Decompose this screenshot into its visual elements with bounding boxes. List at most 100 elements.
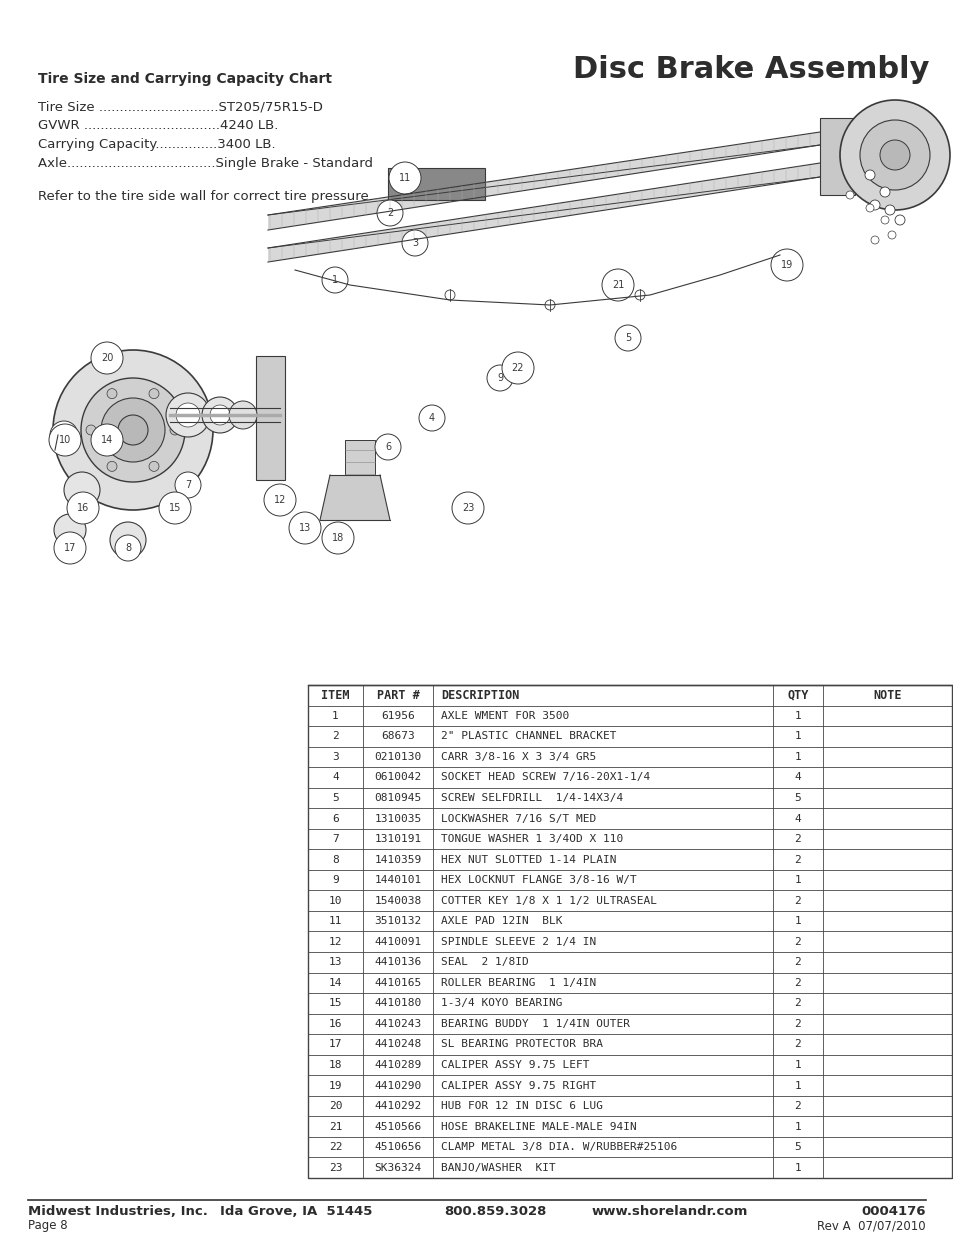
Circle shape [615,325,640,351]
Text: 1: 1 [794,752,801,762]
Text: 13: 13 [298,522,311,534]
Circle shape [91,342,123,374]
Text: HEX NUT SLOTTED 1-14 PLAIN: HEX NUT SLOTTED 1-14 PLAIN [440,855,616,864]
Circle shape [879,140,909,170]
Text: NOTE: NOTE [872,689,901,701]
Circle shape [50,421,78,450]
Text: Rev A  07/07/2010: Rev A 07/07/2010 [817,1219,925,1233]
Circle shape [149,462,159,472]
Text: AXLE PAD 12IN  BLK: AXLE PAD 12IN BLK [440,916,562,926]
Circle shape [884,205,894,215]
Text: 2: 2 [794,1019,801,1029]
Text: Midwest Industries, Inc.: Midwest Industries, Inc. [28,1205,208,1219]
Text: 5: 5 [624,333,631,343]
Polygon shape [255,356,285,480]
Circle shape [110,522,146,558]
Text: DESCRIPTION: DESCRIPTION [440,689,518,701]
Polygon shape [345,440,375,475]
Text: 3: 3 [412,238,417,248]
Text: SOCKET HEAD SCREW 7/16-20X1-1/4: SOCKET HEAD SCREW 7/16-20X1-1/4 [440,772,650,783]
Text: Page 8: Page 8 [28,1219,68,1233]
Circle shape [840,100,949,210]
Circle shape [53,350,213,510]
Text: 18: 18 [329,1060,342,1070]
Circle shape [264,484,295,516]
Text: 12: 12 [329,937,342,947]
Text: 4410243: 4410243 [374,1019,421,1029]
Text: Tire Size and Carrying Capacity Chart: Tire Size and Carrying Capacity Chart [38,72,332,86]
Text: 11: 11 [329,916,342,926]
Text: 1: 1 [794,731,801,741]
Text: 17: 17 [64,543,76,553]
Text: 4: 4 [794,814,801,824]
Text: BANJO/WASHER  KIT: BANJO/WASHER KIT [440,1162,556,1173]
Text: 15: 15 [169,503,181,513]
Circle shape [880,216,888,224]
Text: TONGUE WASHER 1 3/4OD X 110: TONGUE WASHER 1 3/4OD X 110 [440,834,622,844]
Text: 9: 9 [332,876,338,885]
Text: AXLE WMENT FOR 3500: AXLE WMENT FOR 3500 [440,711,569,721]
Text: 800.859.3028: 800.859.3028 [443,1205,546,1219]
Text: 2: 2 [794,834,801,844]
Circle shape [401,230,428,256]
Text: PART #: PART # [376,689,419,701]
Text: SCREW SELFDRILL  1/4-14X3/4: SCREW SELFDRILL 1/4-14X3/4 [440,793,622,803]
Text: 5: 5 [794,1142,801,1152]
Circle shape [879,186,889,198]
Text: SK36324: SK36324 [374,1162,421,1173]
Text: 4410091: 4410091 [374,937,421,947]
Text: 4410248: 4410248 [374,1040,421,1050]
Polygon shape [268,132,820,230]
Circle shape [870,236,878,245]
Text: 10: 10 [329,895,342,905]
Circle shape [229,401,256,429]
Circle shape [149,389,159,399]
Circle shape [444,290,455,300]
Text: 4410292: 4410292 [374,1102,421,1112]
Circle shape [289,513,320,543]
Text: 5: 5 [794,793,801,803]
Text: 68673: 68673 [381,731,415,741]
Text: 6: 6 [332,814,338,824]
Circle shape [202,396,237,433]
Circle shape [175,403,200,427]
Text: 0210130: 0210130 [374,752,421,762]
Circle shape [159,492,191,524]
Text: SPINDLE SLEEVE 2 1/4 IN: SPINDLE SLEEVE 2 1/4 IN [440,937,596,947]
Circle shape [49,424,81,456]
Text: 1440101: 1440101 [374,876,421,885]
Circle shape [887,231,895,240]
Circle shape [107,462,117,472]
Text: 4: 4 [429,412,435,424]
Text: CARR 3/8-16 X 3 3/4 GR5: CARR 3/8-16 X 3 3/4 GR5 [440,752,596,762]
Circle shape [486,366,513,391]
Bar [255,356,285,480]
Text: www.shorelandr.com: www.shorelandr.com [592,1205,747,1219]
Text: Carrying Capacity...............3400 LB.: Carrying Capacity...............3400 LB. [38,138,275,151]
Text: CALIPER ASSY 9.75 LEFT: CALIPER ASSY 9.75 LEFT [440,1060,589,1070]
Text: 2: 2 [794,855,801,864]
Text: LOCKWASHER 7/16 S/T MED: LOCKWASHER 7/16 S/T MED [440,814,596,824]
Text: 1: 1 [794,1081,801,1091]
Circle shape [544,300,555,310]
Text: 12: 12 [274,495,286,505]
Text: 23: 23 [461,503,474,513]
Circle shape [64,472,100,508]
Text: GVWR .................................4240 LB.: GVWR .................................42… [38,119,278,132]
Circle shape [770,249,802,282]
Text: 2" PLASTIC CHANNEL BRACKET: 2" PLASTIC CHANNEL BRACKET [440,731,616,741]
Polygon shape [820,119,854,195]
Circle shape [91,424,123,456]
Circle shape [452,492,483,524]
Text: 2: 2 [794,1040,801,1050]
Text: 4510656: 4510656 [374,1142,421,1152]
Text: 1: 1 [332,711,338,721]
Text: 4410136: 4410136 [374,957,421,967]
Text: 2: 2 [794,957,801,967]
Text: BEARING BUDDY  1 1/4IN OUTER: BEARING BUDDY 1 1/4IN OUTER [440,1019,629,1029]
Polygon shape [388,168,484,200]
Text: Axle....................................Single Brake - Standard: Axle....................................… [38,157,373,170]
Circle shape [322,267,348,293]
Circle shape [845,191,853,199]
Bar [820,119,854,195]
